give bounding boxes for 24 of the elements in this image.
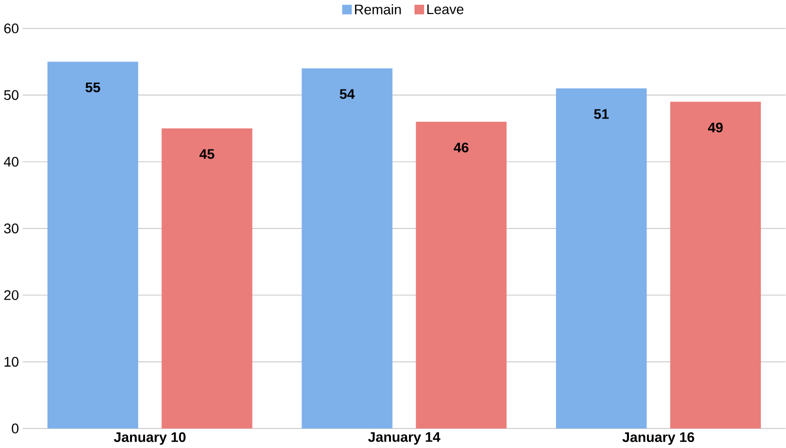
data-label: 45 bbox=[199, 149, 214, 159]
bar bbox=[670, 102, 761, 428]
bar bbox=[556, 88, 647, 428]
y-tick-label: 50 bbox=[4, 90, 18, 100]
bar bbox=[47, 62, 138, 428]
bar bbox=[416, 122, 507, 428]
legend-label: Remain bbox=[355, 4, 401, 14]
y-tick-label: 20 bbox=[4, 290, 18, 300]
y-tick-label: 60 bbox=[4, 23, 18, 34]
y-tick-label: 0 bbox=[12, 423, 18, 434]
y-tick-label: 10 bbox=[4, 356, 18, 367]
bar bbox=[302, 68, 392, 428]
y-tick-label: 30 bbox=[4, 223, 18, 234]
x-tick-label: January 16 bbox=[622, 432, 694, 445]
data-label: 46 bbox=[454, 142, 468, 152]
y-tick-label: 40 bbox=[4, 156, 18, 166]
data-label: 49 bbox=[708, 122, 723, 132]
legend-label: Leave bbox=[427, 4, 464, 14]
data-label: 51 bbox=[594, 109, 609, 119]
x-tick-label: January 10 bbox=[114, 432, 186, 445]
data-label: 55 bbox=[86, 82, 100, 92]
x-tick-label: January 14 bbox=[368, 432, 440, 444]
bar bbox=[162, 128, 252, 428]
data-label: 54 bbox=[340, 89, 355, 99]
